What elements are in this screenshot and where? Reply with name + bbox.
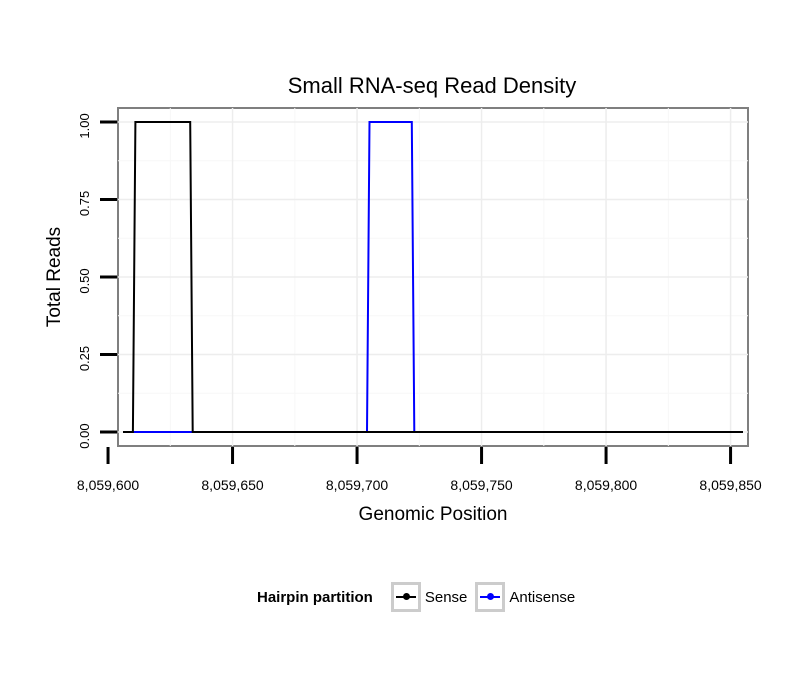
y-tick-label: 0.75 <box>77 191 92 216</box>
legend-label-sense: Sense <box>424 588 468 606</box>
x-tick-label: 8,059,800 <box>575 477 637 493</box>
y-tick-label: 0.00 <box>77 423 92 448</box>
x-tick-label: 8,059,650 <box>201 477 263 493</box>
legend: Hairpin partition Sense Antisense <box>257 580 583 614</box>
y-tick-label: 1.00 <box>77 113 92 138</box>
legend-key-sense <box>390 582 421 612</box>
legend-key-antisense <box>475 582 506 612</box>
x-axis: 8,059,600 8,059,650 8,059,700 8,059,750 8,05… <box>77 447 762 493</box>
chart-title: Small RNA-seq Read Density <box>288 73 577 98</box>
legend-title: Hairpin partition <box>257 588 373 606</box>
series-layer <box>123 121 743 433</box>
y-axis: 0.00 0.25 0.50 0.75 1.00 <box>77 113 117 449</box>
x-tick-label: 8,059,850 <box>699 477 761 493</box>
y-tick-label: 0.50 <box>77 268 92 293</box>
series-line-sense <box>123 121 743 433</box>
x-tick-label: 8,059,750 <box>450 477 512 493</box>
x-axis-label: Genomic Position <box>359 504 508 525</box>
y-tick-label: 0.25 <box>77 346 92 371</box>
y-axis-label: Total Reads <box>44 227 65 327</box>
x-tick-label: 8,059,600 <box>77 477 139 493</box>
legend-label-antisense: Antisense <box>509 588 576 606</box>
x-tick-label: 8,059,700 <box>326 477 388 493</box>
